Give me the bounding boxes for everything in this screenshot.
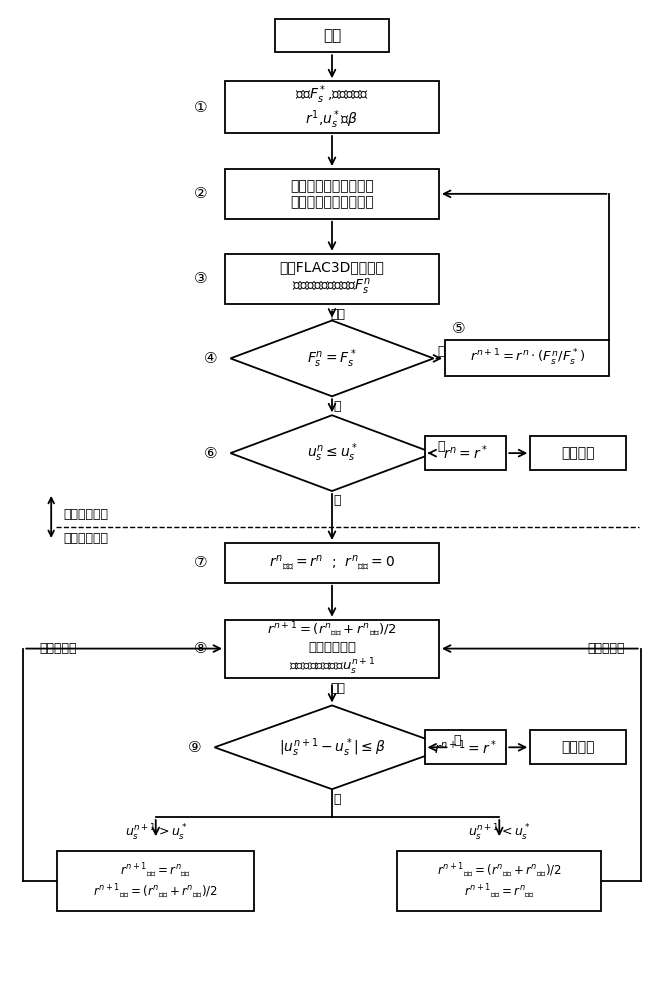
Bar bbox=[57, 851, 254, 911]
Text: $F_s^n=F_s^*$: $F_s^n=F_s^*$ bbox=[307, 347, 357, 370]
Text: ⑥: ⑥ bbox=[204, 446, 217, 461]
Text: 是: 是 bbox=[438, 440, 446, 453]
Text: ①: ① bbox=[195, 100, 208, 115]
Text: 是: 是 bbox=[454, 734, 461, 747]
Text: 迭代结束: 迭代结束 bbox=[561, 740, 595, 754]
Text: $|u_s^{n+1}-u_s^*|\leq\beta$: $|u_s^{n+1}-u_s^*|\leq\beta$ bbox=[279, 736, 385, 759]
Text: ④: ④ bbox=[204, 351, 217, 366]
Text: $r^{n+1}=r^*$: $r^{n+1}=r^*$ bbox=[434, 738, 497, 757]
Bar bbox=[225, 543, 439, 583]
Text: 通过FLAC3D的强度折
减计算得到安全系数$F_s^n$: 通过FLAC3D的强度折 减计算得到安全系数$F_s^n$ bbox=[280, 260, 384, 297]
Text: $r^n{}_{上限}=r^n$  ;  $r^n{}_{下限}=0$: $r^n{}_{上限}=r^n$ ; $r^n{}_{下限}=0$ bbox=[269, 554, 395, 572]
Text: 判断: 判断 bbox=[331, 682, 345, 695]
Text: ⑧: ⑧ bbox=[195, 641, 208, 656]
Bar bbox=[530, 436, 625, 470]
Text: 否: 否 bbox=[333, 793, 341, 806]
Text: ②: ② bbox=[195, 186, 208, 201]
Text: ⑤: ⑤ bbox=[452, 321, 465, 336]
Text: 否: 否 bbox=[333, 494, 341, 507]
Polygon shape bbox=[230, 320, 434, 396]
Polygon shape bbox=[214, 705, 450, 789]
Text: 是: 是 bbox=[333, 400, 341, 413]
Text: 更新上下限: 更新上下限 bbox=[39, 642, 77, 655]
Text: 开始: 开始 bbox=[323, 28, 341, 43]
Text: ③: ③ bbox=[195, 271, 208, 286]
Bar bbox=[530, 730, 625, 764]
Text: 迭代结束: 迭代结束 bbox=[561, 446, 595, 460]
Text: $u_s^n\leq u_s^*$: $u_s^n\leq u_s^*$ bbox=[307, 442, 357, 464]
Bar bbox=[225, 620, 439, 678]
Bar bbox=[424, 436, 506, 470]
Text: ⑨: ⑨ bbox=[188, 740, 201, 755]
Bar bbox=[445, 340, 610, 376]
Polygon shape bbox=[230, 415, 434, 491]
Bar bbox=[424, 730, 506, 764]
Text: 否: 否 bbox=[438, 345, 446, 358]
Bar bbox=[225, 254, 439, 304]
Bar bbox=[275, 19, 389, 52]
Text: 根据几何参数初始值或
更新值进行参数化建模: 根据几何参数初始值或 更新值进行参数化建模 bbox=[290, 179, 374, 209]
Bar bbox=[225, 169, 439, 219]
Text: $u_s^{n+1}<u_s^*$: $u_s^{n+1}<u_s^*$ bbox=[468, 823, 531, 843]
Text: 更新上下限: 更新上下限 bbox=[587, 642, 625, 655]
Text: $r^{n+1}{}_{下限}=(r^n{}_{上限}+r^n{}_{下限})/2$
$r^{n+1}{}_{上限}=r^n{}_{上限}$: $r^{n+1}{}_{下限}=(r^n{}_{上限}+r^n{}_{下限})/… bbox=[437, 861, 562, 901]
Text: 指定$F_s^*$,半径初始值
$r^1$,$u_s^*$和$\beta$: 指定$F_s^*$,半径初始值 $r^1$,$u_s^*$和$\beta$ bbox=[295, 83, 369, 131]
Bar bbox=[225, 81, 439, 133]
Text: $r^{n+1}{}_{下限}=r^n{}_{下限}$
$r^{n+1}{}_{上限}=(r^n{}_{上限}+r^n{}_{下限})/2$: $r^{n+1}{}_{下限}=r^n{}_{下限}$ $r^{n+1}{}_{… bbox=[94, 861, 218, 901]
Text: $u_s^{n+1}>u_s^*$: $u_s^{n+1}>u_s^*$ bbox=[125, 823, 187, 843]
Text: 第一阶段迭代: 第一阶段迭代 bbox=[63, 508, 108, 521]
Text: $r^n=r^*$: $r^n=r^*$ bbox=[443, 444, 488, 462]
Text: 第二阶段迭代: 第二阶段迭代 bbox=[63, 532, 108, 545]
Bar bbox=[397, 851, 602, 911]
Text: $r^{n+1}=r^n\cdot(F_s^n/F_s^*)$: $r^{n+1}=r^n\cdot(F_s^n/F_s^*)$ bbox=[469, 348, 585, 368]
Text: ⑦: ⑦ bbox=[195, 555, 208, 570]
Text: 判断: 判断 bbox=[331, 308, 345, 321]
Text: $r^{n+1}=(r^n{}_{上限}+r^n{}_{下限})/2$
建立数值模型
计算得到最大位移$u_s^{n+1}$: $r^{n+1}=(r^n{}_{上限}+r^n{}_{下限})/2$ 建立数值… bbox=[267, 620, 397, 677]
